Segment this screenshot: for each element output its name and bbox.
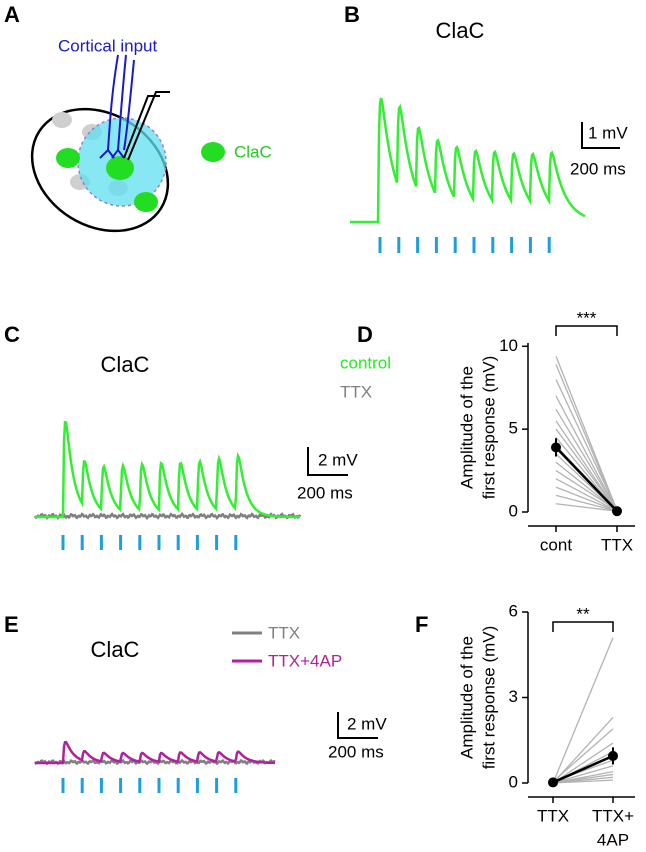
paired-line [555, 428, 618, 511]
y-tick-label: 6 [509, 601, 518, 620]
paired-line [555, 408, 618, 511]
paired-line [552, 637, 614, 784]
x-tick-label: TTX [601, 535, 633, 554]
paired-line [555, 379, 618, 511]
paired-line [555, 364, 618, 512]
mean-point [551, 442, 561, 453]
significance-bracket [555, 325, 618, 336]
electrode [123, 91, 170, 161]
mean-line [552, 754, 614, 784]
legend-cell [201, 142, 225, 162]
trace-title: ClaC [101, 352, 150, 377]
y-tick-label: 3 [509, 687, 518, 706]
paired-line [555, 478, 618, 512]
paired-line [555, 356, 618, 511]
panel-letter: E [4, 612, 19, 637]
panel-letter: B [344, 2, 360, 27]
paired-line [555, 395, 618, 512]
scale-label: 2 mV [318, 450, 358, 469]
x-tick-label: 4AP [597, 830, 629, 849]
scale-label: 200 ms [328, 742, 384, 761]
panel-letter: C [4, 322, 20, 347]
y-axis-label: first response (mV) [479, 626, 498, 770]
input-label: Cortical input [58, 36, 157, 55]
trace [33, 758, 276, 766]
y-tick-label: 0 [509, 501, 518, 520]
paired-line [555, 486, 618, 512]
scale-bar [307, 447, 348, 476]
paired-line [555, 503, 618, 512]
trace-title: ClaC [436, 18, 485, 43]
y-axis-label: first response (mV) [479, 356, 498, 500]
mean-point [608, 750, 618, 761]
scale-label: 1 mV [588, 123, 628, 142]
cell-label: ClaC [234, 142, 272, 161]
scale-label: 200 ms [570, 159, 626, 178]
x-tick-label: TTX+ [592, 806, 634, 825]
y-axis-label: Amplitude of the [457, 636, 476, 759]
cortical-axons [99, 54, 135, 159]
significance-label: *** [577, 308, 597, 327]
panel-letter: F [415, 612, 428, 637]
paired-line [555, 494, 618, 512]
legend-label: TTX [340, 382, 372, 401]
significance-bracket [552, 621, 614, 632]
x-tick-label: TTX [537, 806, 569, 825]
scale-label: 200 ms [297, 483, 353, 502]
scale-label: 2 mV [347, 714, 387, 733]
paired-line [552, 765, 614, 784]
mean-point [548, 777, 558, 788]
y-tick-label: 5 [509, 419, 518, 438]
scale-bar [581, 122, 620, 149]
panel-letter: D [357, 322, 373, 347]
trace [350, 97, 586, 224]
paired-line [552, 728, 614, 783]
trace-title: ClaC [91, 637, 140, 662]
legend-label: control [340, 353, 391, 372]
trace [35, 740, 275, 765]
y-axis-label: Amplitude of the [457, 366, 476, 489]
paired-line [552, 742, 614, 784]
mean-line [555, 446, 618, 513]
y-tick-label: 0 [509, 772, 518, 791]
trace [35, 420, 300, 519]
significance-label: ** [576, 604, 590, 623]
y-tick-label: 10 [499, 336, 518, 355]
trace [33, 511, 302, 521]
x-tick-label: cont [540, 535, 572, 554]
paired-line [552, 779, 614, 784]
panel-letter: A [4, 2, 20, 27]
legend-label: TTX+4AP [268, 651, 342, 670]
mean-point [612, 506, 622, 517]
legend-label: TTX [268, 623, 300, 642]
paired-line [555, 470, 618, 511]
clac-cells [56, 148, 158, 212]
scale-bar [337, 712, 378, 739]
